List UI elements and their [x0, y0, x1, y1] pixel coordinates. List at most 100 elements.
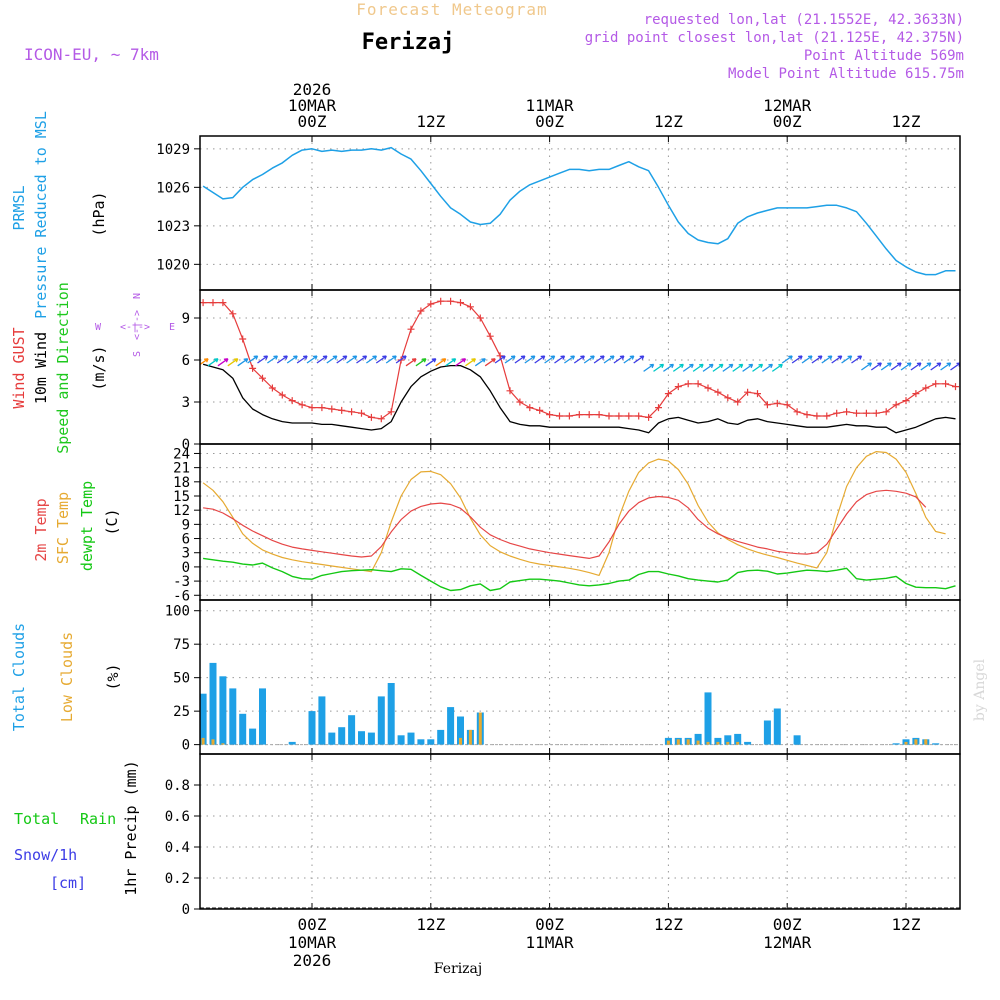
bottom-time-label: 12Z [654, 915, 683, 934]
dewpt-label: dewpt Temp [78, 481, 96, 571]
gust-marker [833, 409, 841, 417]
total-cloud-bar [694, 733, 702, 745]
low-cloud-bar [459, 737, 462, 745]
gust-marker [278, 391, 286, 399]
panel-frame [199, 443, 961, 601]
total-cloud-bar [328, 732, 336, 745]
low-cloud-bar [914, 739, 918, 745]
pressure-unit: (hPa) [90, 191, 108, 236]
total-cloud-bar [338, 727, 346, 745]
ytick-label: 9 [182, 311, 190, 327]
temp2m-line [203, 489, 927, 560]
total-cloud-bar [407, 732, 415, 745]
total-cloud-bar [348, 715, 356, 745]
gust-marker [585, 411, 593, 419]
gust-marker [367, 413, 375, 421]
low-cloud-bar [686, 739, 690, 745]
wind-direction-arrow [474, 358, 486, 367]
gust-marker [773, 399, 781, 407]
total-cloud-bar [763, 720, 771, 745]
precip-unit: 1hr Precip (mm) [122, 760, 140, 895]
total-cloud-bar [704, 692, 712, 745]
gust-marker [447, 297, 455, 305]
gust-marker [922, 384, 930, 392]
gust-marker [763, 401, 771, 409]
gust-marker [200, 299, 207, 307]
gust-marker [744, 388, 752, 396]
ytick-label: 3 [182, 395, 190, 411]
ytick-label: 1026 [156, 180, 190, 196]
gust-marker [526, 404, 534, 412]
gust-label: Wind GUST [10, 327, 28, 408]
total-cloud-bar [288, 741, 296, 745]
low-cloud-bar [706, 741, 710, 745]
ytick-label: 0 [182, 738, 190, 754]
bottom-time-label: 00Z [535, 915, 564, 934]
compass-n: N [132, 293, 143, 299]
top-time-label: 12Z [892, 112, 921, 131]
wind-direction-arrow [267, 355, 278, 364]
gust-marker [536, 406, 544, 414]
total-cloud-bar [437, 729, 445, 745]
ytick-label: 50 [173, 671, 190, 687]
low-clouds-label: Low Clouds [58, 632, 76, 722]
wind-direction-arrow [415, 358, 427, 367]
sfc-temp-label: SFC Temp [54, 492, 72, 564]
compass-w: W [95, 322, 102, 333]
wind-direction-arrow [326, 355, 338, 364]
ytick-label: 1023 [156, 219, 190, 235]
gust-marker [575, 411, 583, 419]
gust-marker [694, 380, 702, 388]
compass-e: E [169, 322, 175, 333]
low-cloud-bar [716, 741, 720, 745]
gust-marker [298, 401, 306, 409]
gust-marker [892, 401, 900, 409]
ytick-label: 75 [173, 637, 190, 653]
ytick-label: 1029 [156, 142, 190, 158]
gust-marker [684, 380, 692, 388]
gust-marker [249, 364, 257, 372]
wind-direction-arrow [455, 358, 467, 367]
top-time-label: 00Z [773, 112, 802, 131]
wind-direction-arrow [930, 362, 942, 371]
total-cloud-bar [932, 743, 940, 745]
sfc-temp-line [202, 451, 946, 577]
precip-cm-label: [cm] [50, 874, 86, 892]
wind-direction-arrow [286, 355, 298, 364]
wind-direction-arrow [821, 355, 833, 364]
panel-frame [199, 289, 961, 445]
gust-marker [902, 397, 910, 405]
wind-direction-arrow [950, 362, 960, 371]
wind-direction-arrow [672, 363, 684, 372]
total-cloud-bar [714, 737, 722, 745]
wind-direction-arrow [920, 362, 932, 371]
total-cloud-bar [744, 741, 752, 745]
footer-location: Ferizaj [434, 961, 482, 977]
bottom-time-label: 12MAR [763, 933, 812, 952]
precip-total-label: Total [14, 810, 59, 828]
wind-direction-arrow [494, 355, 506, 364]
plot-area [200, 662, 960, 746]
ytick-label: 25 [173, 704, 190, 720]
wind-direction-arrow [643, 363, 655, 372]
wind-direction-arrow [504, 355, 516, 364]
panel-frame [199, 135, 961, 291]
total-cloud-bar [200, 693, 207, 745]
super-title: Forecast Meteogram [356, 0, 547, 19]
model-label: ICON-EU, ~ 7km [24, 45, 159, 64]
top-time-label: 00Z [535, 112, 564, 131]
total-cloud-bar [734, 733, 742, 745]
total-cloud-bar [249, 728, 257, 745]
gust-marker [427, 300, 435, 308]
gust-marker [783, 401, 791, 409]
total-cloud-bar [387, 683, 395, 745]
wind-direction-arrow [722, 363, 734, 372]
dewpt-line [203, 557, 956, 592]
wind-direction-arrow [732, 363, 744, 372]
top-time-label: 11MAR [526, 96, 575, 115]
wind-direction-arrow [405, 358, 417, 367]
low-cloud-bar [726, 741, 730, 745]
wind-direction-arrow [940, 362, 952, 371]
precip-snow-label: Snow/1h [14, 846, 77, 864]
